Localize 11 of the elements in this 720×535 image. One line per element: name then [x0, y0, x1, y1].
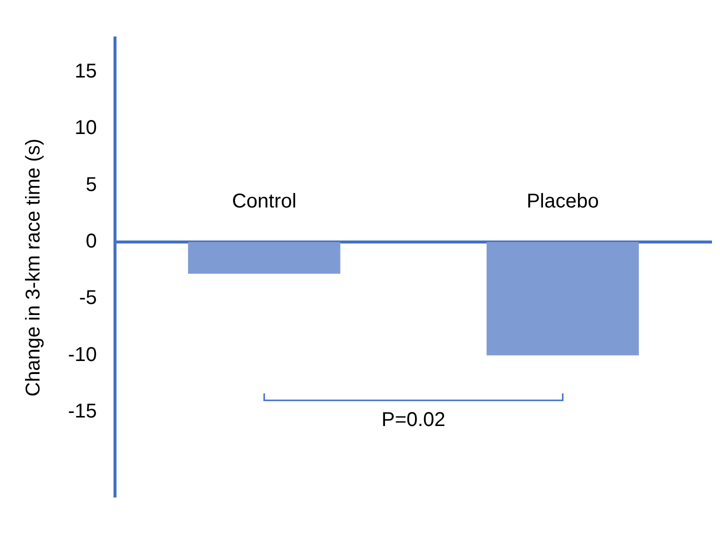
y-tick-label: 0	[86, 230, 97, 253]
y-tick-label: -10	[68, 344, 97, 366]
y-tick-label: 5	[86, 174, 97, 196]
y-tick-label: 10	[74, 117, 97, 140]
annotation: P=0.02	[381, 408, 446, 431]
y-tick-label: -15	[68, 400, 97, 423]
y-tick-label: -5	[79, 287, 97, 310]
y-tick-label: 15	[74, 60, 97, 83]
x-tick-label: Control	[232, 190, 296, 213]
x-tick-label: Placebo	[526, 190, 599, 213]
y-axis-title: Change in 3-km race time (s)	[22, 138, 45, 396]
